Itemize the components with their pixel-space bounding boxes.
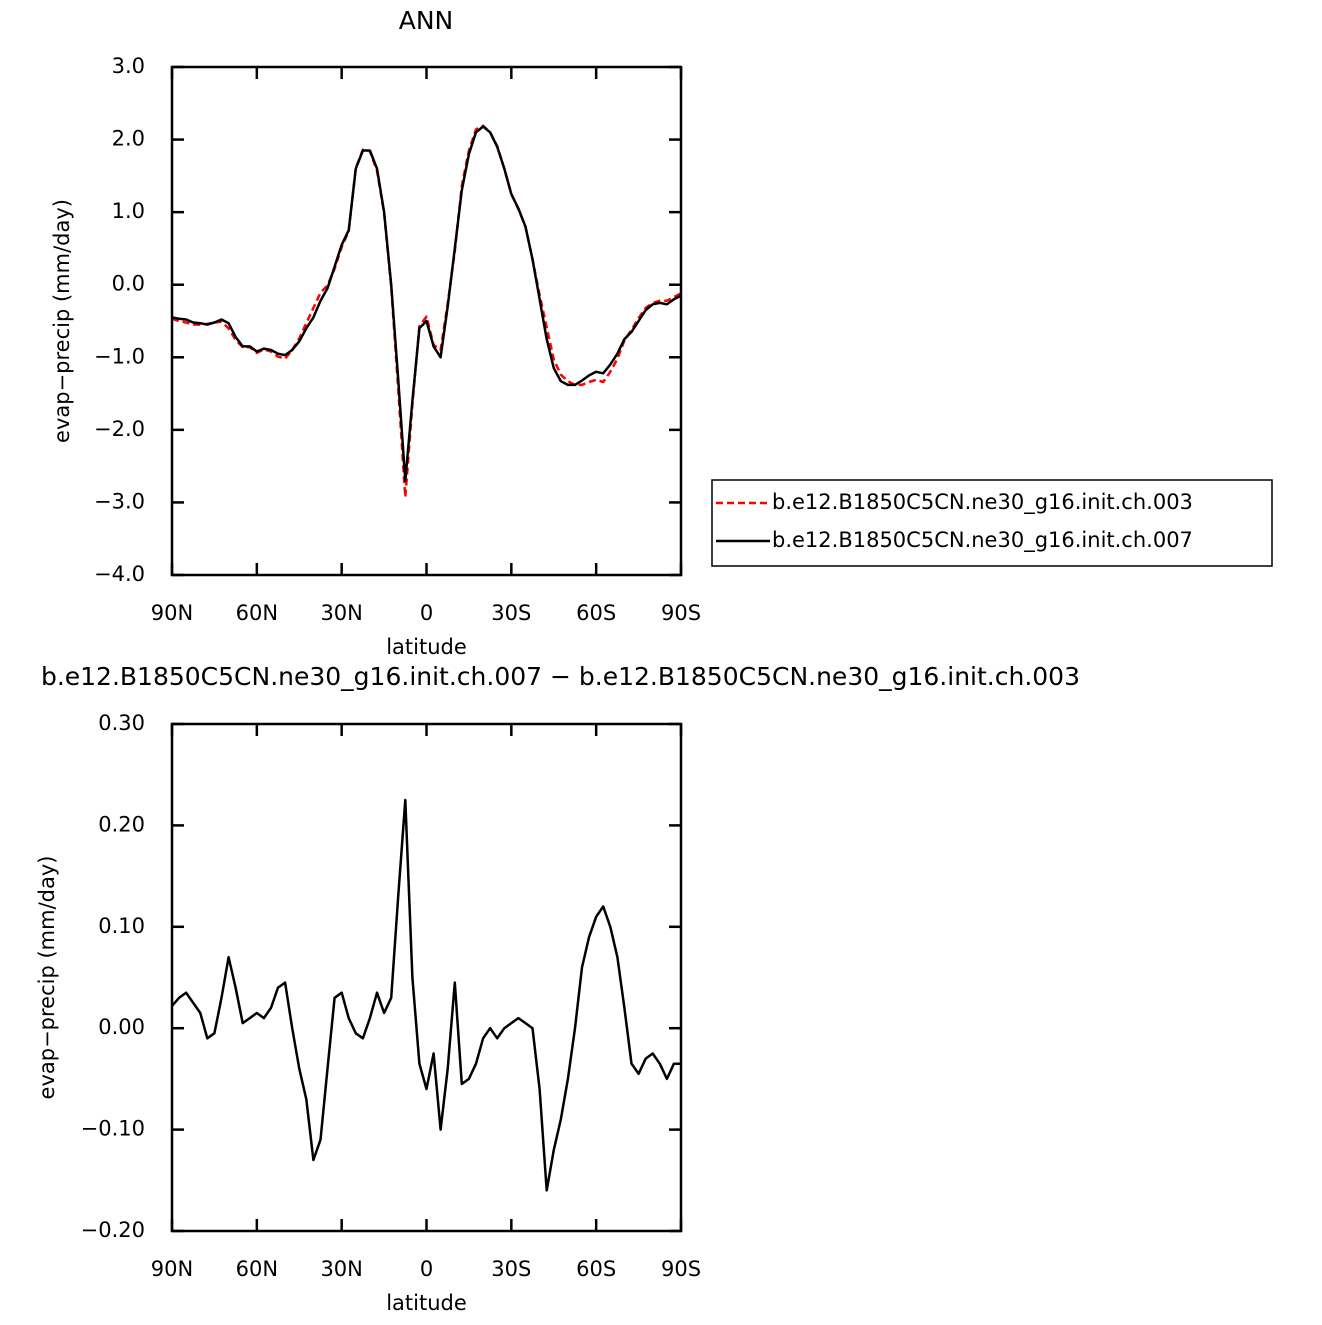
x-tick-label: 90N xyxy=(151,601,193,625)
y-tick-label: 0.0 xyxy=(112,272,145,296)
x-tick-label: 60S xyxy=(576,601,616,625)
y-tick-label: 3.0 xyxy=(112,54,145,78)
y-tick-label: 1.0 xyxy=(112,199,145,223)
y-tick-label: −3.0 xyxy=(94,489,145,513)
y-tick-label: −0.20 xyxy=(81,1218,145,1242)
x-tick-label: 60N xyxy=(236,601,278,625)
data-line xyxy=(171,798,681,1192)
y-tick-label: 0.00 xyxy=(98,1015,145,1039)
legend-label: b.e12.B1850C5CN.ne30_g16.init.ch.003 xyxy=(772,490,1193,515)
y-tick-label: 0.20 xyxy=(98,812,145,836)
x-tick-label: 30S xyxy=(491,1257,531,1281)
y-tick-label: −1.0 xyxy=(94,344,145,368)
x-axis-label: latitude xyxy=(386,635,467,659)
y-tick-label: −2.0 xyxy=(94,417,145,441)
data-line xyxy=(171,125,682,482)
x-tick-label: 60N xyxy=(236,1257,278,1281)
y-tick-label: 0.30 xyxy=(98,711,145,735)
x-tick-label: 90N xyxy=(151,1257,193,1281)
chart-title: ANN xyxy=(399,6,454,35)
x-tick-label: 30S xyxy=(491,601,531,625)
plot-frame xyxy=(170,722,683,1233)
x-tick-label: 60S xyxy=(576,1257,616,1281)
data-line xyxy=(171,124,682,499)
x-tick-label: 90S xyxy=(661,601,701,625)
y-tick-label: −0.10 xyxy=(81,1117,145,1141)
x-axis-label: latitude xyxy=(386,1291,467,1315)
x-tick-label: 30N xyxy=(320,601,362,625)
y-tick-label: 0.10 xyxy=(98,914,145,938)
x-tick-label: 30N xyxy=(320,1257,362,1281)
y-axis-label: evap−precip (mm/day) xyxy=(50,199,74,443)
x-tick-label: 0 xyxy=(420,601,433,625)
y-tick-label: 2.0 xyxy=(112,127,145,151)
legend-label: b.e12.B1850C5CN.ne30_g16.init.ch.007 xyxy=(772,528,1193,553)
y-axis-label: evap−precip (mm/day) xyxy=(35,856,59,1100)
x-tick-label: 0 xyxy=(420,1257,433,1281)
legend-box xyxy=(711,479,1273,567)
y-tick-label: −4.0 xyxy=(94,562,145,586)
x-tick-label: 90S xyxy=(661,1257,701,1281)
chart-title: b.e12.B1850C5CN.ne30_g16.init.ch.007 − b… xyxy=(41,662,1080,691)
